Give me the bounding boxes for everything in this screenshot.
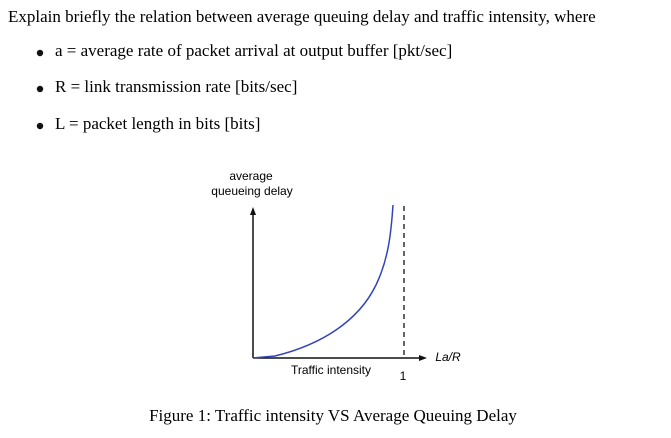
y-axis-label: average [229,169,273,183]
bullet: R = link transmission rate [bits/sec] [55,77,297,96]
bullet-dot [36,85,44,93]
bullet-dot [36,49,44,57]
delay-curve [252,204,394,359]
x-axis-label: La/R [435,350,461,364]
x-tick: 1 [400,369,407,383]
y-arrow [250,207,256,215]
x-label: Traffic intensity [291,363,371,377]
bullet: L = packet length in bits [bits] [55,114,260,133]
x-arrow [419,355,427,361]
bullet: a = average rate of packet arrival at ou… [55,41,452,60]
bullet-dot [36,122,44,130]
question: Explain briefly the relation between ave… [8,7,596,26]
caption: Figure 1: Traffic intensity VS Average Q… [149,406,517,425]
y-axis-label: queueing delay [211,184,292,198]
